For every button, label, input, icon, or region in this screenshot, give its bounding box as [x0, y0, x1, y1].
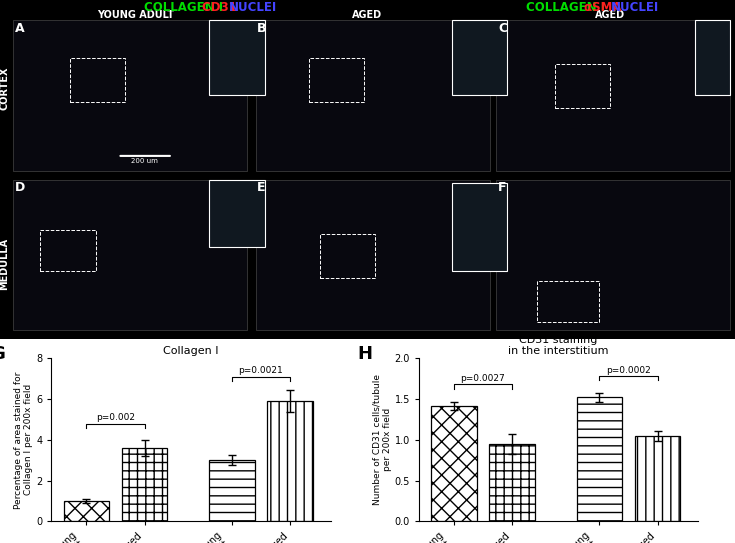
Title: CD31 staining
in the interstitium: CD31 staining in the interstitium: [509, 334, 609, 356]
Bar: [268, 401, 312, 521]
Text: NUCLEI: NUCLEI: [611, 1, 659, 14]
Text: MEDULLA: MEDULLA: [0, 238, 10, 291]
Text: YOUNG ADULT: YOUNG ADULT: [98, 10, 174, 20]
Bar: [209, 460, 254, 521]
Bar: [122, 448, 168, 521]
Text: NUCLEI: NUCLEI: [229, 1, 277, 14]
Text: CD31: CD31: [202, 1, 241, 14]
Text: D: D: [15, 181, 25, 194]
Bar: [13, 180, 247, 331]
Text: p=0.0002: p=0.0002: [606, 365, 650, 375]
Bar: [537, 281, 599, 322]
Text: AGED: AGED: [353, 10, 382, 20]
Bar: [209, 180, 265, 248]
Text: p=0.0027: p=0.0027: [461, 374, 506, 383]
Bar: [64, 501, 109, 521]
Text: F: F: [498, 181, 507, 194]
Bar: [40, 230, 96, 271]
Text: CORTEX: CORTEX: [0, 66, 10, 110]
Bar: [431, 406, 476, 521]
Y-axis label: Percentage of area stained for
Collagen I per 200x field: Percentage of area stained for Collagen …: [14, 371, 33, 508]
Bar: [452, 20, 507, 95]
Bar: [309, 58, 364, 102]
Bar: [496, 20, 730, 171]
Bar: [496, 180, 730, 331]
Bar: [256, 180, 490, 331]
Bar: [695, 20, 730, 95]
Text: 200 um: 200 um: [132, 157, 158, 163]
Text: αSMA: αSMA: [584, 1, 626, 14]
Text: p=0.002: p=0.002: [96, 413, 135, 422]
Bar: [555, 65, 610, 109]
Title: Collagen I: Collagen I: [163, 346, 219, 356]
Bar: [13, 20, 247, 171]
Text: AGED: AGED: [595, 10, 625, 20]
Text: C: C: [498, 22, 507, 35]
Bar: [256, 20, 490, 171]
Bar: [635, 435, 680, 521]
Bar: [452, 183, 507, 271]
Text: H: H: [357, 345, 373, 363]
Text: COLLAGEN I: COLLAGEN I: [526, 1, 609, 14]
Text: COLLAGEN I: COLLAGEN I: [144, 1, 227, 14]
Y-axis label: Number of CD31 cells/tubule
per 200x field: Number of CD31 cells/tubule per 200x fie…: [373, 374, 392, 506]
Text: p=0.0021: p=0.0021: [239, 366, 283, 375]
Text: E: E: [257, 181, 266, 194]
Bar: [490, 444, 535, 521]
Text: G: G: [0, 345, 5, 363]
Text: A: A: [15, 22, 24, 35]
Bar: [209, 20, 265, 95]
Text: B: B: [257, 22, 267, 35]
Bar: [70, 58, 125, 102]
Bar: [577, 397, 622, 521]
Bar: [320, 234, 375, 278]
